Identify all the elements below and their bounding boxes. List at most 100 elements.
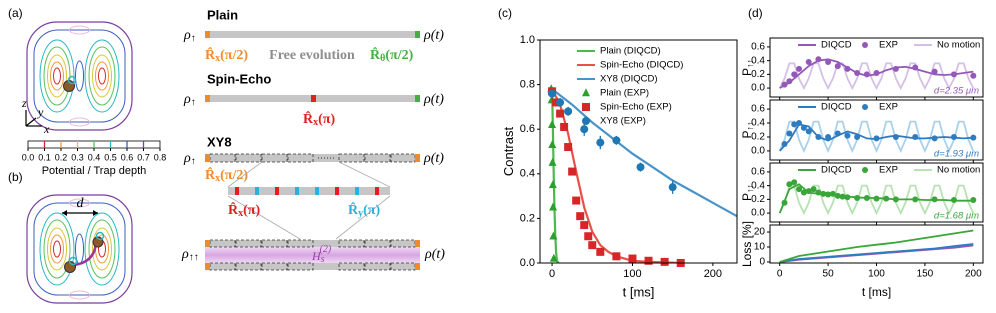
marker xyxy=(862,167,868,173)
sub: ↑ xyxy=(191,33,196,44)
base: R̂ xyxy=(228,201,239,218)
series-line xyxy=(779,243,974,263)
arg: (π/2) xyxy=(385,48,413,63)
base: ρ xyxy=(183,151,191,166)
marker xyxy=(564,143,573,152)
marker xyxy=(931,135,938,142)
colorbar-tick-label: 0.4 xyxy=(88,152,101,162)
sub: s xyxy=(321,254,325,265)
marker xyxy=(636,163,645,172)
series-line xyxy=(778,62,975,91)
marker xyxy=(805,128,812,135)
sequence-title: Plain xyxy=(207,7,238,22)
sub: x xyxy=(238,208,243,219)
marker xyxy=(950,71,957,78)
pulse-label: R̂x(π/2) xyxy=(205,46,248,64)
state-out: ρ(t) xyxy=(423,92,444,107)
marker xyxy=(596,247,605,256)
panel-label: (d) xyxy=(748,6,763,20)
series-line xyxy=(778,120,975,154)
marker xyxy=(950,133,957,140)
marker xyxy=(931,68,938,75)
sup: (2) xyxy=(320,244,332,255)
legend-label: DIQCD xyxy=(821,40,852,51)
marker xyxy=(873,195,880,202)
pulse xyxy=(205,31,210,38)
y-tick-label: 0 xyxy=(759,257,765,268)
y-tick-label: 0.8 xyxy=(520,79,535,91)
marker xyxy=(582,117,590,125)
y-axis-label-sub: ↑↑ xyxy=(745,184,755,193)
y-axis-label-text: P xyxy=(740,68,754,76)
axis-x: x xyxy=(43,122,50,136)
marker xyxy=(548,157,557,166)
legend-label: EXP xyxy=(879,102,898,113)
separation-label: d xyxy=(77,196,85,211)
series-line xyxy=(551,88,737,218)
pulse xyxy=(311,95,316,102)
plot-frame xyxy=(769,162,984,223)
x-tick-label: 200 xyxy=(704,268,722,280)
marker xyxy=(628,254,637,263)
base: R̂ xyxy=(370,46,381,63)
pulse xyxy=(415,31,420,38)
x-tick-label: 150 xyxy=(917,269,934,280)
marker xyxy=(660,257,669,266)
marker xyxy=(549,253,558,262)
legend-label: Spin-Echo (DIQCD) xyxy=(600,60,683,71)
marker xyxy=(576,212,585,221)
marker xyxy=(580,221,589,230)
y-tick-label: 0.2 xyxy=(751,194,765,205)
legend-label: No motion xyxy=(937,40,980,51)
colorbar-tick-label: 0.1 xyxy=(38,152,51,162)
plot: 0.0 0.2 0.4 0.6 P↑↑ DIQCD EXP No motion d=2.35 μ… xyxy=(740,37,984,100)
legend-label: EXP xyxy=(879,40,898,51)
marker xyxy=(854,69,861,76)
plot-frame xyxy=(769,99,984,161)
y-axis-label: P↑↑ xyxy=(740,121,755,138)
marker xyxy=(549,202,558,211)
marker xyxy=(892,196,899,203)
free-evolution: Free evolution xyxy=(269,48,355,63)
x-tick-label: 50 xyxy=(823,269,835,280)
marker xyxy=(862,42,868,48)
state-in: ρ↑ xyxy=(183,151,196,167)
y-axis-label: Contrast xyxy=(501,127,516,177)
marker xyxy=(560,122,569,131)
plot-frame xyxy=(539,39,738,264)
marker xyxy=(810,186,817,193)
colorbar-levels xyxy=(43,141,145,148)
pulse-label: R̂x(π) xyxy=(303,110,335,128)
annotation: d=1.68 μm xyxy=(934,211,979,222)
marker xyxy=(863,71,870,78)
marker xyxy=(805,188,812,195)
legend-label: DIQCD xyxy=(821,165,852,176)
marker xyxy=(815,189,822,196)
x-tick-label: 100 xyxy=(623,268,641,280)
marker xyxy=(800,189,807,196)
plot-frame xyxy=(769,37,984,98)
y-tick-label: 0.4 xyxy=(751,55,765,66)
marker xyxy=(588,241,597,250)
marker xyxy=(800,124,807,131)
xy8-zoom xyxy=(228,187,390,195)
pulse xyxy=(415,95,420,102)
marker xyxy=(834,192,841,199)
marker xyxy=(805,59,812,66)
marker xyxy=(612,136,621,145)
y-axis-label-text: Contrast xyxy=(501,127,516,177)
state-out: ρ(t) xyxy=(423,151,444,166)
y-tick-label: 0.2 xyxy=(751,132,765,143)
y-axis-label-sub: ↑↑ xyxy=(745,121,755,130)
y-tick-label: 0.6 xyxy=(520,123,535,135)
zoom-lines xyxy=(227,161,391,240)
sub: x xyxy=(215,53,220,64)
marker xyxy=(950,197,957,204)
axis-z: z xyxy=(21,96,27,110)
marker xyxy=(781,199,788,206)
x-tick-label: 200 xyxy=(965,269,982,280)
sub: ↑↑ xyxy=(189,252,199,263)
marker xyxy=(556,98,565,107)
marker xyxy=(791,179,798,186)
